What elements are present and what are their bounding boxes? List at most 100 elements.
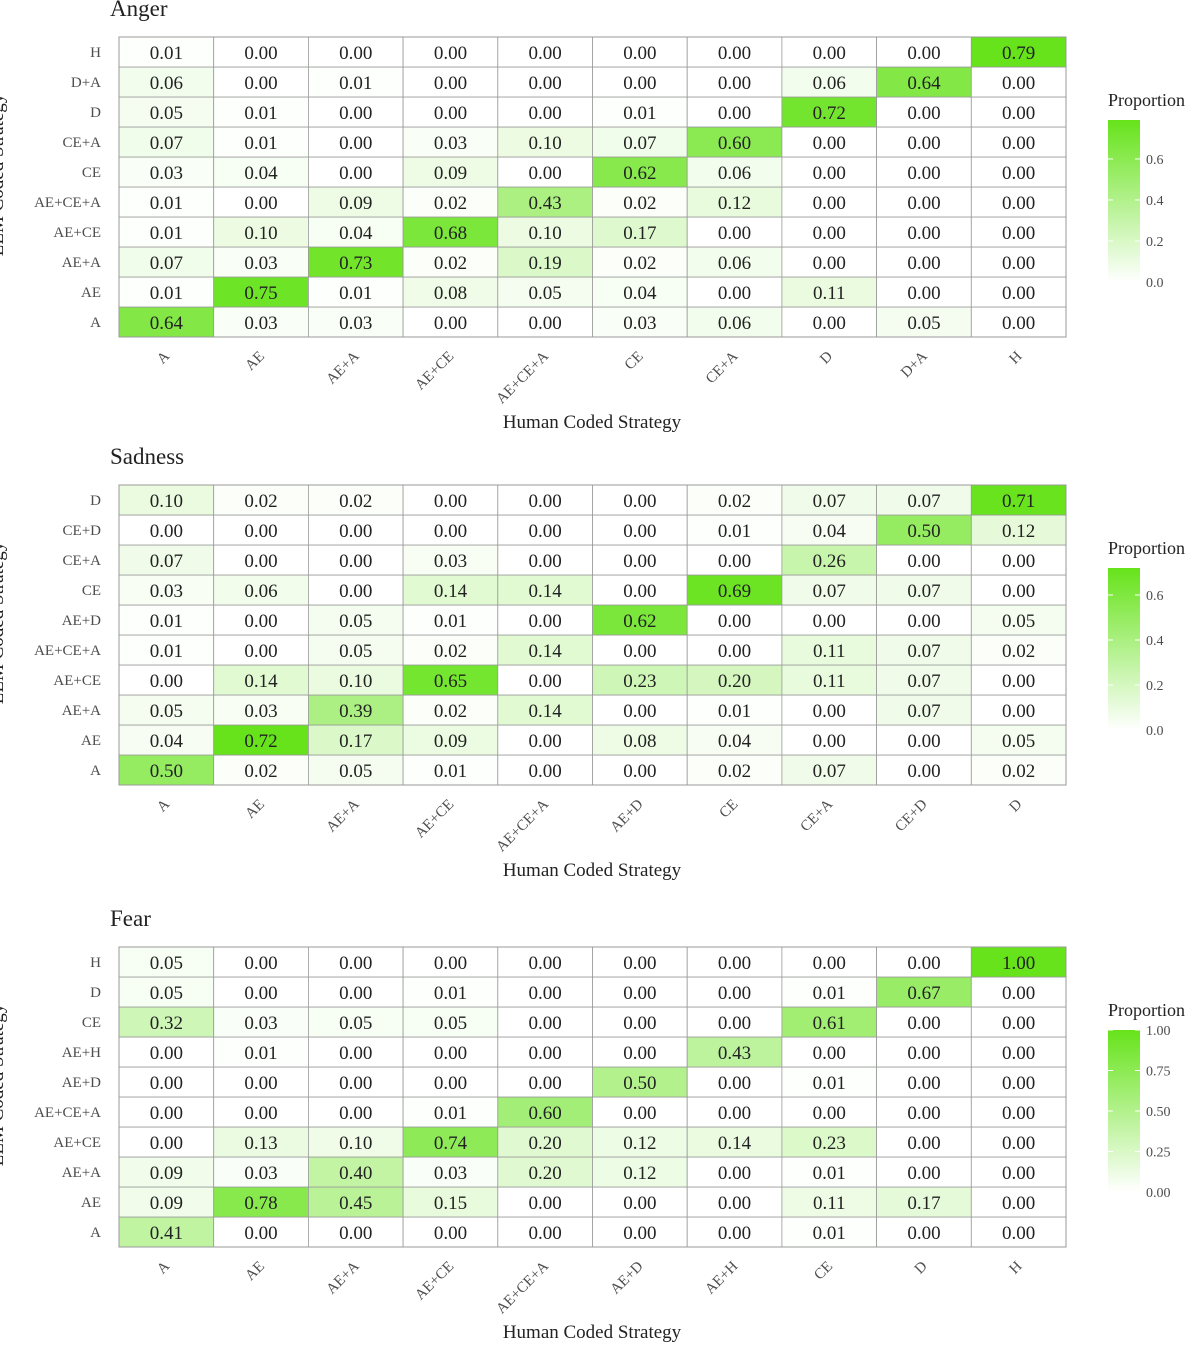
cell-value-label: 0.00 (434, 313, 467, 334)
cell-value-label: 0.00 (718, 1013, 751, 1034)
legend-title: Proportion (1108, 538, 1186, 558)
cell-value-label: 0.00 (813, 223, 846, 244)
heatmap-cell (686, 544, 783, 576)
heatmap-cell (213, 156, 309, 188)
heatmap-cell (213, 724, 309, 756)
cell-value-label: 0.06 (813, 73, 846, 94)
legend-tick-label: 0.6 (1146, 589, 1164, 604)
cell-value-label: 0.00 (623, 1013, 656, 1034)
cell-value-label: 0.00 (529, 491, 562, 512)
heatmap-cell (497, 246, 593, 278)
cell-value-label: 0.00 (907, 1223, 940, 1244)
cell-value-label: 0.00 (718, 73, 751, 94)
y-tick-label: AE+CE+A (34, 1105, 101, 1121)
heatmap-fear: 0.41 0.00 0.00 0.00 0.00 0.00 0.00 0.01 0.00 0.00… (34, 946, 1171, 1317)
cell-value-label: 0.78 (244, 1193, 277, 1214)
y-tick-label: AE+CE+A (34, 643, 101, 659)
cell-value-label: 0.00 (1002, 671, 1035, 692)
cell-value-label: 0.00 (623, 761, 656, 782)
cell-value-label: 0.00 (150, 1133, 183, 1154)
x-tick-label: D+A (898, 348, 931, 381)
heatmap-cell (402, 754, 499, 786)
cell-value-label: 0.10 (339, 671, 372, 692)
cell-value-label: 0.04 (718, 731, 752, 752)
y-tick-label: A (90, 315, 101, 331)
heatmap-cell (118, 306, 215, 338)
cell-value-label: 0.00 (718, 283, 751, 304)
cell-value-label: 0.00 (623, 43, 656, 64)
x-axis-label: Human Coded Strategy (502, 1322, 682, 1343)
cell-value-label: 0.00 (434, 73, 467, 94)
cell-value-label: 0.00 (718, 551, 751, 572)
cell-value-label: 0.64 (907, 73, 941, 94)
cell-value-label: 0.00 (907, 731, 940, 752)
heatmap-cell (402, 1126, 499, 1158)
cell-value-label: 0.00 (813, 43, 846, 64)
cell-value-label: 0.00 (907, 1013, 940, 1034)
cell-value-label: 0.20 (529, 1163, 562, 1184)
heatmap-cell (118, 484, 215, 516)
heatmap-cell (686, 694, 783, 726)
x-tick-label: CE (811, 1259, 836, 1284)
cell-value-label: 0.00 (529, 1073, 562, 1094)
cell-value-label: 0.14 (244, 671, 278, 692)
heatmap-cell (402, 246, 499, 278)
x-tick-label: D (1006, 796, 1025, 815)
x-tick-label: AE (242, 349, 267, 374)
plot-frame (118, 946, 1067, 1248)
cell-value-label: 0.07 (813, 491, 846, 512)
cell-value-label: 0.11 (813, 283, 846, 304)
cell-value-label: 0.01 (434, 611, 467, 632)
cell-value-label: 0.14 (529, 581, 563, 602)
cell-value-label: 0.04 (244, 163, 278, 184)
heatmap-cell (781, 1006, 878, 1038)
heatmap-cell (686, 664, 783, 696)
y-tick-label: A (90, 1225, 101, 1241)
cell-value-label: 0.00 (813, 133, 846, 154)
cell-value-label: 0.00 (907, 1073, 940, 1094)
cell-value-label: 0.00 (907, 953, 940, 974)
heatmap-cell (781, 664, 878, 696)
heatmap-cell (876, 126, 972, 158)
cell-value-label: 0.00 (1002, 103, 1035, 124)
heatmap-cell (781, 246, 878, 278)
x-tick-label: CE (717, 797, 742, 822)
cell-value-label: 0.00 (244, 611, 277, 632)
cell-value-label: 0.00 (1002, 1013, 1035, 1034)
x-tick-label: D (912, 1258, 931, 1277)
heatmap-cell (876, 724, 972, 756)
heatmap-cell (781, 1096, 878, 1128)
cell-value-label: 0.07 (150, 253, 183, 274)
cell-value-label: 0.00 (1002, 163, 1035, 184)
cell-value-label: 0.00 (623, 551, 656, 572)
cell-value-label: 0.00 (339, 983, 372, 1004)
heatmap-cell (402, 1006, 499, 1038)
heatmap-cell (592, 514, 688, 546)
cell-value-label: 0.00 (813, 701, 846, 722)
heatmap-cell (307, 1066, 404, 1098)
cell-value-label: 0.05 (434, 1013, 467, 1034)
cell-value-label: 0.01 (244, 103, 277, 124)
heatmap-cell (497, 1156, 593, 1188)
cell-value-label: 0.00 (339, 43, 372, 64)
x-tick-label: A (154, 1258, 173, 1277)
cell-value-label: 0.01 (150, 193, 183, 214)
x-axis-label: Human Coded Strategy (502, 412, 682, 433)
cell-value-label: 0.03 (150, 581, 183, 602)
cell-value-label: 0.62 (623, 163, 656, 184)
heatmap-cell (213, 946, 309, 978)
cell-value-label: 0.32 (150, 1013, 183, 1034)
legend-title: Proportion (1108, 1000, 1186, 1020)
cell-value-label: 0.09 (150, 1193, 183, 1214)
heatmap-cell (118, 1126, 215, 1158)
heatmap-cell (497, 1126, 593, 1158)
cell-value-label: 0.00 (907, 761, 940, 782)
heatmap-cell (213, 1216, 309, 1248)
cell-value-label: 0.07 (150, 551, 183, 572)
cell-value-label: 0.00 (434, 1043, 467, 1064)
cell-value-label: 0.00 (434, 521, 467, 542)
cell-value-label: 0.23 (623, 671, 656, 692)
cell-value-label: 0.00 (1002, 1193, 1035, 1214)
cell-value-label: 0.06 (244, 581, 277, 602)
heatmap-cell (686, 976, 783, 1008)
